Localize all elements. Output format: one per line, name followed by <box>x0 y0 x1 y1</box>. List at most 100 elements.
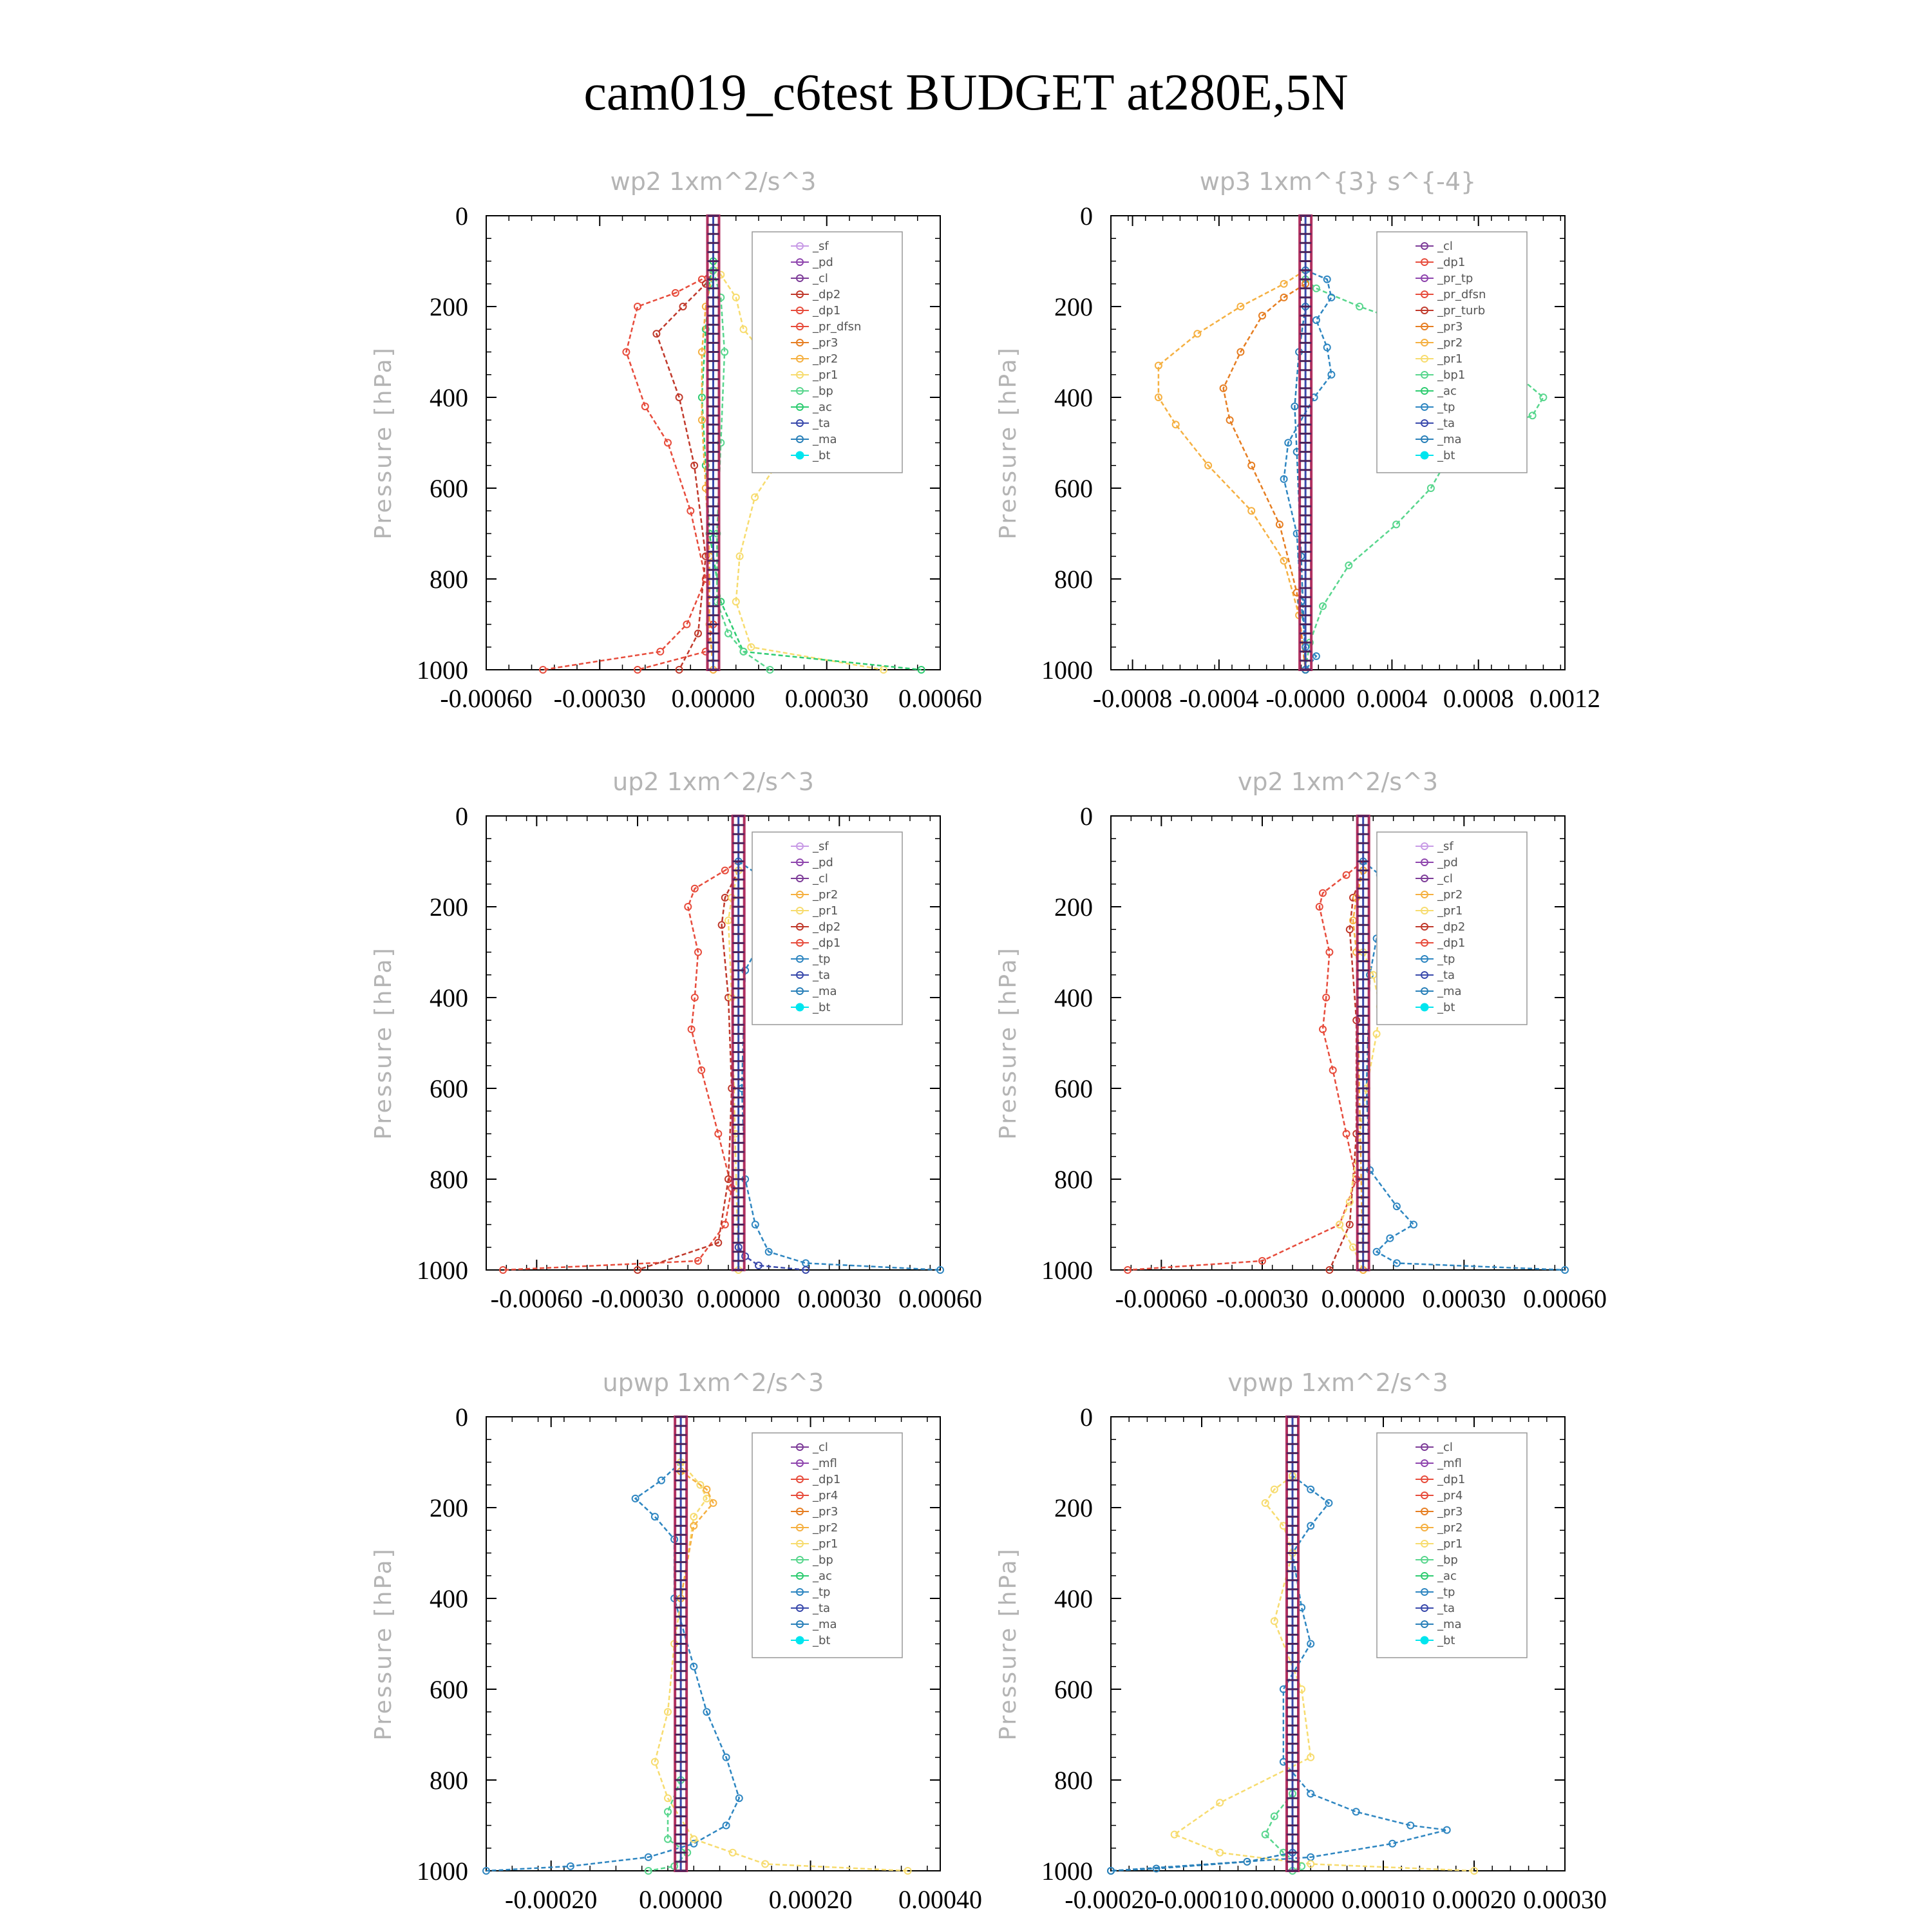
legend-marker-pr-turb <box>1421 307 1428 314</box>
x-tick-label: -0.00060 <box>1115 1284 1208 1313</box>
y-tick-label: 800 <box>1054 1165 1093 1194</box>
legend: _cl _dp1 _pr_tp _pr_dfsn _pr_turb _pr3 _pr2 _pr… <box>1376 231 1528 473</box>
legend-marker-pr2 <box>796 1524 804 1531</box>
legend-label: _tp <box>812 952 830 966</box>
data-point-dp1 <box>697 275 706 283</box>
data-point-pr1 <box>732 293 740 301</box>
legend-label: _bp <box>812 1553 833 1567</box>
panel-title: vpwp 1xm^2/s^3 <box>1227 1368 1448 1397</box>
data-point-bp <box>739 647 748 656</box>
data-point-pr1 <box>650 1757 659 1766</box>
legend-label: _ac <box>812 401 832 414</box>
y-tick-label: 800 <box>430 1165 468 1194</box>
data-point-ma <box>1243 1857 1251 1866</box>
legend-label: _pr3 <box>1437 320 1463 334</box>
legend-marker-cl <box>1421 1443 1428 1451</box>
data-point-pr3 <box>1258 312 1266 320</box>
legend-marker-dp1 <box>796 307 804 314</box>
data-point-pr1 <box>1216 1799 1224 1807</box>
legend-marker-pd <box>1421 858 1428 866</box>
legend-box <box>1376 231 1528 473</box>
legend-label: _ta <box>1437 969 1455 982</box>
legend-label: _dp1 <box>1437 1473 1465 1486</box>
legend-label: _dp1 <box>1437 936 1465 950</box>
series-line-pr1 <box>1173 1475 1475 1872</box>
y-axis-label: Pressure [hPa] <box>370 946 397 1139</box>
legend: _sf _pd _cl _dp2 _dp1 _pr_dfsn _pr3 _pr2 _pr1 _bp… <box>752 231 903 473</box>
legend-marker-ma <box>1421 987 1428 995</box>
panel-2: wp3 1xm^{3} s^{-4} Pressure [hPa] 0 200 400 6… <box>995 167 1600 713</box>
data-point-pr1 <box>747 643 755 651</box>
y-tick-label: 200 <box>1054 893 1093 922</box>
data-point-pr2 <box>690 1522 698 1530</box>
data-point-pr2 <box>709 1499 717 1507</box>
x-tick-label: 0.00010 <box>1341 1885 1425 1914</box>
data-point-tp <box>1386 1234 1394 1242</box>
legend-marker-bp <box>1421 1556 1428 1564</box>
data-point-pr1 <box>761 1860 770 1868</box>
legend-label: _ac <box>1437 384 1457 398</box>
legend-marker-ta <box>796 1604 804 1612</box>
data-point-tp <box>703 1708 711 1716</box>
y-tick-label: 0 <box>1080 1403 1093 1432</box>
legend-label: _bt <box>812 1001 830 1014</box>
data-point-pr1 <box>1307 1860 1315 1868</box>
series-line-ma <box>1110 1852 1293 1872</box>
series-line-dp2 <box>637 870 739 1271</box>
data-point-dp1 <box>664 439 672 447</box>
data-point-dp1 <box>687 1025 696 1034</box>
data-point-ac <box>917 666 925 674</box>
legend-marker-ta <box>796 971 804 979</box>
x-tick-label: 0.0008 <box>1443 684 1514 713</box>
legend-label: _sf <box>1437 840 1454 853</box>
data-point-pr2 <box>1193 330 1202 338</box>
series-line-pr3 <box>1222 283 1307 670</box>
data-point-ma <box>1291 402 1299 411</box>
legend: _cl _mfl _dp1 _pr4 _pr3 _pr2 _pr1 _bp _ac _tp _ta _… <box>1376 1432 1528 1658</box>
data-point-pr1 <box>879 666 887 674</box>
legend-marker-tp <box>796 955 804 963</box>
data-point-tp <box>1312 652 1320 660</box>
x-tick-label: 0.00000 <box>1251 1885 1334 1914</box>
data-point-tp <box>1307 1640 1315 1648</box>
data-point-pr1 <box>1261 1499 1269 1507</box>
data-point-dp1 <box>690 884 699 893</box>
x-tick-label: -0.0000 <box>1265 684 1345 713</box>
y-tick-label: 200 <box>430 1493 468 1522</box>
x-tick-label: 0.00020 <box>1432 1885 1516 1914</box>
data-point-pr3 <box>1275 520 1283 529</box>
data-point-pr3 <box>1247 461 1256 469</box>
legend-label: _bt <box>1437 449 1455 462</box>
legend-label: _ma <box>812 433 837 446</box>
x-tick-label: 0.00000 <box>1321 1284 1405 1313</box>
legend-marker-ma <box>796 987 804 995</box>
data-point-pr2 <box>703 1485 711 1493</box>
x-tick-label: -0.00030 <box>554 684 646 713</box>
series-line-pr1 <box>1338 951 1381 1271</box>
legend-box <box>752 231 903 473</box>
legend-label: _cl <box>812 1441 828 1454</box>
legend-marker-ac <box>1421 1572 1428 1580</box>
legend-box <box>1376 1432 1528 1658</box>
legend-label: _pr1 <box>812 1537 838 1551</box>
legend: _sf _pd _cl _pr2 _pr1 _dp2 _dp1 _tp _ta _ma _bt <box>1376 831 1528 1025</box>
data-point-pr2 <box>1154 393 1162 401</box>
series-line-bp <box>1264 1793 1303 1872</box>
series-line-dp1 <box>1128 860 1364 1271</box>
legend-marker-sf <box>796 242 804 250</box>
data-point-tp <box>1327 370 1336 379</box>
legend-marker-pr3 <box>796 1508 804 1515</box>
data-point-bp <box>1392 520 1401 529</box>
legend-label: _pr_tp <box>1437 272 1473 285</box>
legend-marker-pr3 <box>1421 323 1428 330</box>
legend-label: _sf <box>812 840 829 853</box>
data-point-dp1 <box>656 647 665 656</box>
data-point-tp <box>1312 316 1320 325</box>
x-tick-label: 0.00000 <box>672 684 755 713</box>
data-point-tp <box>735 1794 743 1803</box>
x-tick-label: 0.00030 <box>785 684 869 713</box>
data-point-tp <box>1325 1499 1333 1507</box>
legend-label: _pr1 <box>812 368 838 382</box>
legend-marker-tp <box>1421 955 1428 963</box>
y-tick-label: 200 <box>1054 1493 1093 1522</box>
